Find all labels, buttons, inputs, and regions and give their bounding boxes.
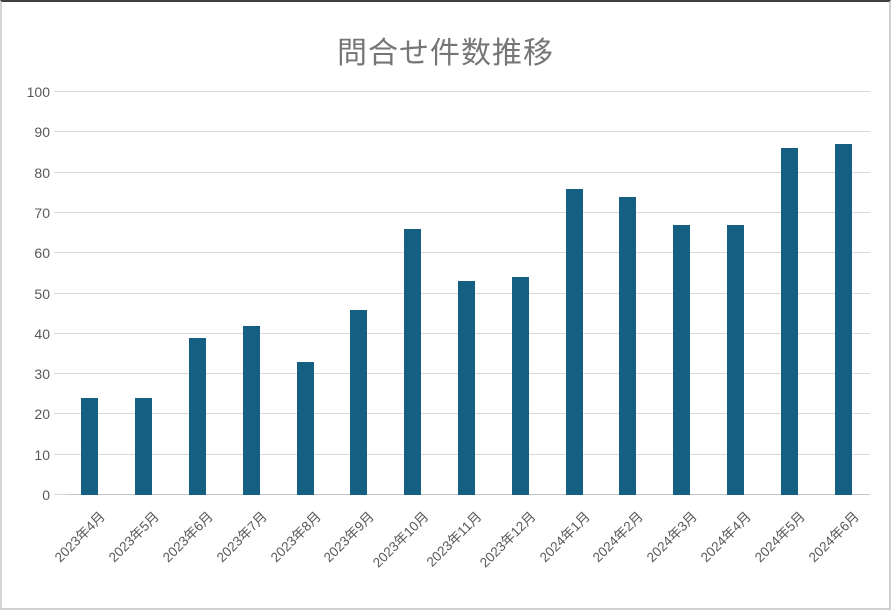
x-axis-label-2024年4月: 2024年4月 — [697, 508, 754, 566]
y-axis-label-70: 70 — [34, 204, 50, 221]
bar-slot — [493, 92, 547, 495]
y-tick-mark — [54, 131, 67, 133]
bar-2023年10月[interactable] — [404, 229, 422, 495]
y-tick-mark — [54, 292, 67, 294]
bar-slot — [709, 92, 763, 495]
bar-slot — [762, 92, 816, 495]
bar-slot — [117, 92, 171, 495]
bar-2023年12月[interactable] — [511, 277, 529, 495]
bar-slot — [386, 92, 440, 495]
x-axis-label-2023年7月: 2023年7月 — [213, 508, 270, 566]
bar-2023年9月[interactable] — [350, 309, 368, 495]
bar-2023年7月[interactable] — [242, 325, 260, 495]
x-axis-label-2023年12月: 2023年12月 — [477, 508, 539, 571]
bar-2024年6月[interactable] — [834, 144, 852, 495]
y-tick-mark — [54, 171, 67, 173]
bar-slot — [224, 92, 278, 495]
bar-slot — [440, 92, 494, 495]
x-axis-label-2023年5月: 2023年5月 — [105, 508, 163, 566]
bar-2023年8月[interactable] — [296, 362, 314, 495]
x-axis-label-2024年5月: 2024年5月 — [751, 508, 808, 566]
bar-2024年1月[interactable] — [565, 188, 583, 495]
bar-2024年3月[interactable] — [673, 225, 691, 495]
y-tick-mark — [54, 211, 67, 213]
bar-slot — [601, 92, 655, 495]
bar-slot — [332, 92, 386, 495]
gridline-y-60 — [63, 252, 870, 254]
gridline-y-100 — [63, 91, 870, 92]
bar-2023年6月[interactable] — [188, 337, 206, 495]
bar-2024年4月[interactable] — [726, 225, 744, 495]
bar-2024年5月[interactable] — [780, 148, 798, 495]
gridline-y-80 — [63, 171, 870, 173]
y-axis-label-0: 0 — [42, 487, 50, 503]
y-tick-mark — [54, 252, 67, 254]
y-tick-mark — [54, 332, 67, 334]
chart-title: 問合せ件数推移 — [337, 37, 554, 70]
x-axis-label-2023年10月: 2023年10月 — [369, 508, 432, 571]
bar-2023年11月[interactable] — [457, 281, 475, 495]
gridline-y-90 — [63, 131, 870, 133]
y-axis-label-40: 40 — [34, 325, 50, 342]
x-axis-label-2023年11月: 2023年11月 — [424, 508, 485, 570]
bar-slot — [655, 92, 709, 495]
y-tick-mark — [54, 494, 67, 495]
bar-slot — [278, 92, 332, 495]
y-axis-label-100: 100 — [26, 84, 50, 100]
y-tick-mark — [54, 91, 67, 92]
bar-2023年4月[interactable] — [81, 398, 99, 495]
x-axis-label-2024年6月: 2024年6月 — [805, 508, 862, 566]
plot-area — [54, 91, 870, 495]
x-axis-label-2023年8月: 2023年8月 — [267, 508, 324, 566]
y-axis-label-90: 90 — [34, 124, 50, 141]
y-tick-mark — [54, 453, 67, 455]
y-axis-label-20: 20 — [34, 406, 50, 423]
y-axis-label-30: 30 — [34, 366, 50, 383]
x-axis-label-2024年3月: 2024年3月 — [643, 508, 701, 566]
y-axis-label-60: 60 — [34, 245, 50, 262]
bar-slot — [63, 92, 117, 495]
bar-2023年5月[interactable] — [135, 398, 153, 495]
y-tick-mark — [54, 373, 67, 375]
y-axis-label-80: 80 — [34, 164, 50, 181]
x-axis-label-2024年2月: 2024年2月 — [590, 508, 647, 566]
bar-slot — [171, 92, 225, 495]
y-axis-label-50: 50 — [34, 285, 50, 302]
y-tick-mark — [54, 413, 67, 415]
bar-slot — [816, 92, 870, 495]
bar-slot — [547, 92, 601, 495]
y-axis-label-10: 10 — [34, 446, 50, 463]
x-axis-label-2023年6月: 2023年6月 — [159, 508, 216, 566]
gridline-y-70 — [63, 211, 870, 213]
x-axis-label-2024年1月: 2024年1月 — [536, 508, 593, 566]
x-axis-label-2023年4月: 2023年4月 — [52, 508, 109, 566]
bar-2024年2月[interactable] — [619, 196, 637, 495]
